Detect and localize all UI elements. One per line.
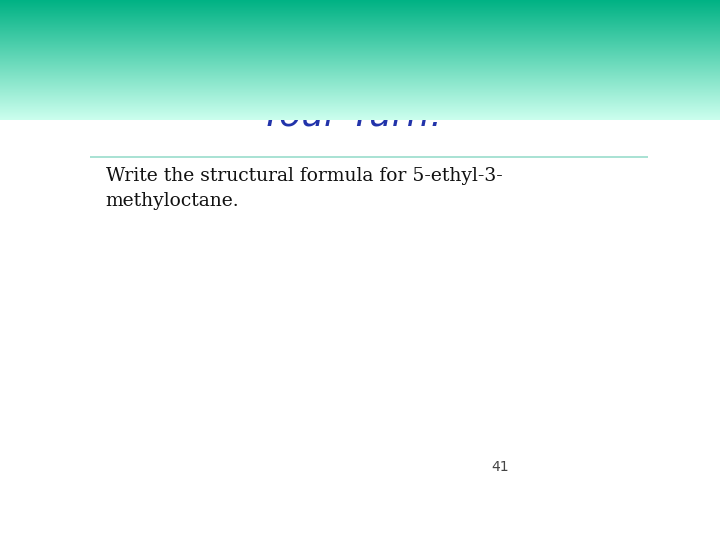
Text: Chapter
Outline: Chapter Outline xyxy=(601,71,648,92)
FancyBboxPatch shape xyxy=(600,65,648,99)
Text: Write the structural formula for 5-ethyl-3-: Write the structural formula for 5-ethyl… xyxy=(106,167,503,185)
Text: 41: 41 xyxy=(491,460,509,474)
Text: Your Turn!: Your Turn! xyxy=(261,99,444,133)
Text: methyloctane.: methyloctane. xyxy=(106,192,239,211)
